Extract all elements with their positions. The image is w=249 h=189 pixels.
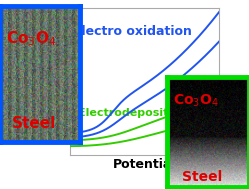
- Text: Electrodeposition: Electrodeposition: [78, 108, 187, 118]
- Y-axis label: Current: Current: [57, 57, 67, 105]
- Text: Co$_3$O$_4$: Co$_3$O$_4$: [6, 30, 57, 48]
- Text: Steel: Steel: [12, 116, 56, 131]
- X-axis label: Potential: Potential: [113, 158, 176, 171]
- Text: Steel: Steel: [182, 170, 222, 184]
- Text: Co$_3$O$_4$: Co$_3$O$_4$: [173, 93, 219, 109]
- Text: Electro oxidation: Electro oxidation: [73, 25, 192, 38]
